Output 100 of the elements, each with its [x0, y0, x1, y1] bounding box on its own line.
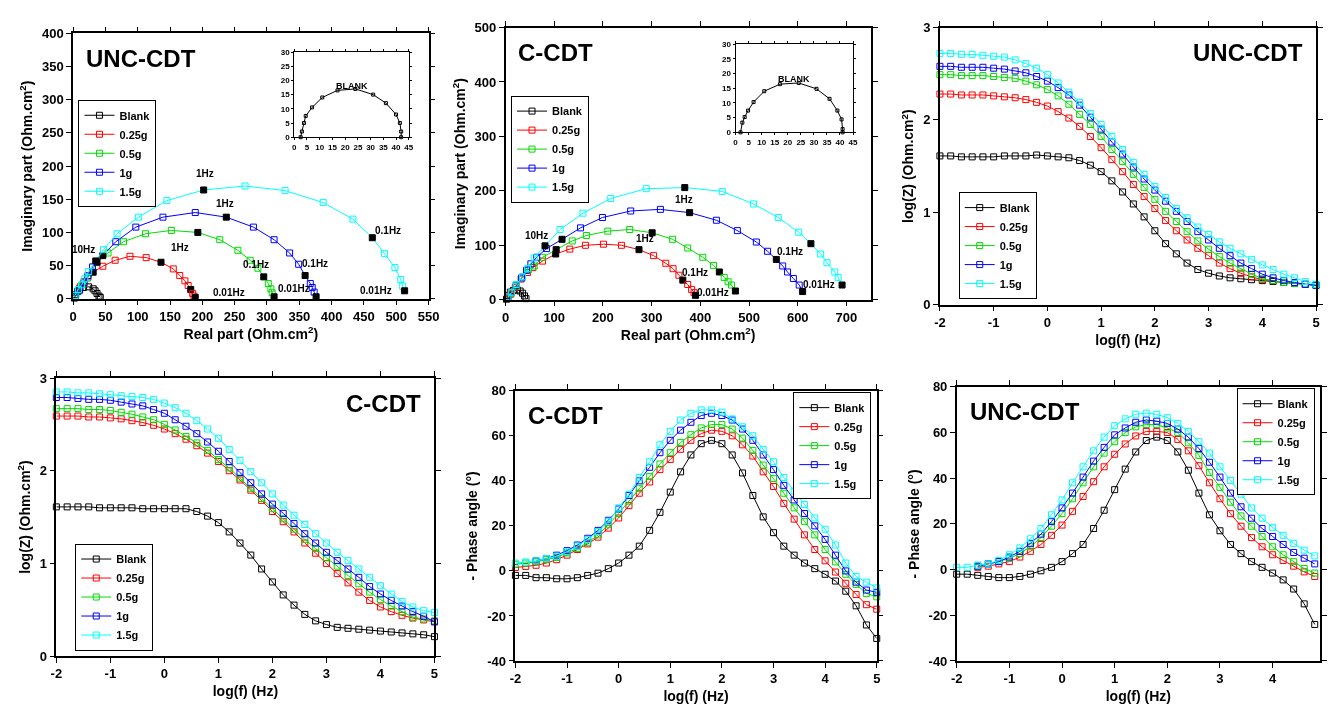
x-tick-label: 250	[223, 309, 246, 325]
x-tick-label: 0	[615, 671, 623, 687]
legend-label: 1.5g	[116, 629, 139, 642]
y-tick-label: 150	[42, 191, 64, 207]
legend-label: 0.25g	[116, 572, 145, 585]
x-tick-label: 1	[666, 671, 674, 687]
y-tick-label: 300	[42, 92, 64, 108]
y-tick-label: 5	[285, 118, 291, 128]
y-tick-label: 0	[39, 648, 47, 664]
x-tick-label: -2	[950, 671, 963, 687]
legend-label: 0.5g	[999, 239, 1022, 252]
y-tick-label: 50	[49, 258, 64, 274]
y-tick-label: 2	[923, 112, 931, 128]
legend-label: Blank	[834, 401, 866, 414]
annotation: 0.01Hz	[803, 279, 835, 290]
x-tick-label: 700	[835, 310, 858, 326]
x-tick-label: 5	[873, 671, 881, 687]
x-tick-label: 35	[822, 137, 832, 147]
x-tick-label: 15	[770, 137, 780, 147]
x-tick-label: 5	[430, 666, 439, 682]
x-tick-label: 4	[1268, 671, 1277, 687]
legend-label: 1g	[1277, 455, 1291, 468]
x-tick-label: 3	[769, 671, 778, 687]
legend-label: 0.25g	[999, 220, 1028, 233]
legend-label: 1.5g	[1277, 474, 1300, 487]
annotation: 10Hz	[72, 244, 96, 255]
y-tick-label: 3	[923, 20, 931, 36]
x-tick-label: 4	[1258, 314, 1267, 330]
x-tick-label: 45	[848, 137, 859, 147]
y-tick-label: 350	[42, 59, 64, 75]
annotation: BLANK	[336, 81, 368, 91]
x-tick-label: 0	[160, 666, 168, 682]
y-tick-label: 80	[491, 383, 507, 399]
x-tick-label: 4	[821, 671, 830, 687]
x-tick-label: 3	[1216, 671, 1224, 687]
x-tick-label: 2	[1151, 314, 1159, 330]
y-tick-label: 40	[932, 470, 948, 486]
x-axis-title: log(f) (Hz)	[212, 683, 279, 700]
y-tick-label: -20	[928, 607, 948, 623]
y-tick-label: 1	[923, 204, 931, 220]
x-axis-title: log(f) (Hz)	[663, 688, 729, 705]
legend-label: 1g	[116, 610, 130, 623]
x-tick-label: 30	[809, 137, 819, 147]
x-tick-label: -2	[934, 314, 946, 330]
x-tick-label: 0	[292, 142, 298, 152]
y-tick-label: -20	[487, 608, 507, 624]
y-tick-label: 80	[932, 379, 948, 395]
x-tick-label: 1	[1111, 671, 1119, 687]
y-tick-label: 60	[932, 425, 948, 441]
y-tick-label: 20	[932, 516, 948, 532]
x-tick-label: 20	[783, 137, 793, 147]
x-tick-label: 5	[746, 137, 752, 147]
text: UNC-CDT	[1193, 39, 1303, 66]
x-tick-label: 0	[1043, 314, 1051, 330]
legend-label: Blank	[999, 201, 1031, 214]
y-tick-label: 60	[491, 428, 507, 444]
text: C-CDT	[528, 402, 603, 429]
x-tick-label: 1	[214, 666, 223, 682]
x-tick-label: 3	[1204, 314, 1213, 330]
x-tick-label: 2	[1163, 671, 1171, 687]
legend-label: 0.5g	[116, 591, 139, 604]
legend-label: Blank	[552, 105, 583, 118]
legend-label: 1.5g	[999, 277, 1022, 290]
legend-label: 0.5g	[552, 143, 575, 156]
y-tick-label: -40	[487, 653, 507, 669]
y-tick-label: 15	[280, 90, 291, 100]
legend-label: 0.25g	[1277, 417, 1306, 430]
x-tick-label: 300	[256, 309, 278, 325]
y-tick-label: -40	[928, 653, 948, 669]
x-tick-label: 0	[69, 309, 77, 325]
legend-label: 0.5g	[119, 147, 142, 160]
y-tick-label: 100	[42, 224, 64, 240]
x-tick-label: 600	[786, 310, 809, 326]
x-tick-label: 4	[376, 666, 385, 682]
x-tick-label: 40	[835, 137, 845, 147]
text: C-CDT	[518, 39, 593, 66]
legend-label: 1g	[834, 458, 848, 471]
y-tick-label: 0	[726, 128, 732, 138]
x-tick-label: -1	[987, 314, 1000, 330]
legend-label: Blank	[119, 109, 151, 122]
text: C-CDT	[346, 390, 421, 417]
y-tick-label: 10	[280, 104, 291, 114]
legend-label: Blank	[116, 553, 148, 566]
legend-label: 0.5g	[834, 439, 857, 452]
annotation: 0.01Hz	[278, 283, 310, 294]
x-tick-label: 45	[404, 142, 414, 152]
y-tick-label: 0	[498, 563, 507, 579]
x-tick-label: 550	[417, 309, 440, 325]
y-tick-label: 100	[474, 237, 497, 253]
annotation: 10Hz	[525, 230, 549, 241]
x-axis-title: log(f) (Hz)	[1095, 331, 1161, 348]
legend-label: 1.5g	[119, 185, 142, 198]
y-tick-label: 20	[280, 76, 291, 86]
annotation: 1Hz	[196, 168, 214, 179]
annotation: 1Hz	[171, 242, 189, 253]
x-tick-label: 20	[340, 142, 351, 152]
x-tick-label: -2	[509, 671, 522, 687]
legend-label: 0.25g	[552, 124, 581, 137]
x-tick-label: 30	[366, 142, 376, 152]
y-tick-label: 1	[39, 555, 47, 571]
